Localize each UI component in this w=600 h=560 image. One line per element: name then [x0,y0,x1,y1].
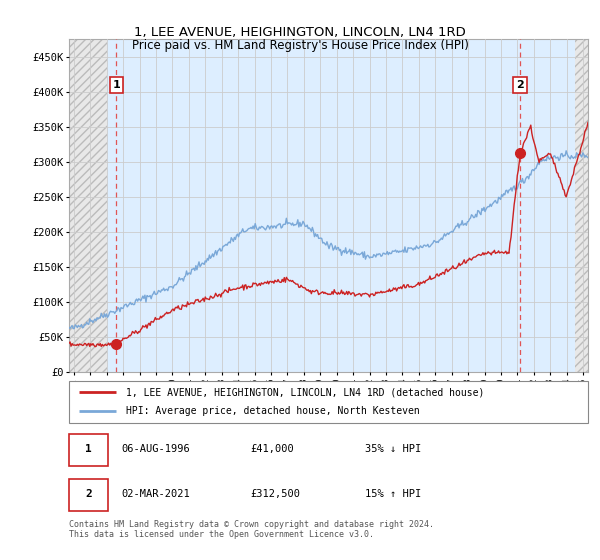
Text: 1, LEE AVENUE, HEIGHINGTON, LINCOLN, LN4 1RD: 1, LEE AVENUE, HEIGHINGTON, LINCOLN, LN4… [134,26,466,39]
Text: 1: 1 [113,80,121,90]
FancyBboxPatch shape [69,479,108,511]
Text: HPI: Average price, detached house, North Kesteven: HPI: Average price, detached house, Nort… [126,407,420,417]
Text: £312,500: £312,500 [251,489,301,499]
Text: Contains HM Land Registry data © Crown copyright and database right 2024.
This d: Contains HM Land Registry data © Crown c… [69,520,434,539]
Text: Price paid vs. HM Land Registry's House Price Index (HPI): Price paid vs. HM Land Registry's House … [131,39,469,53]
Text: 2: 2 [516,80,524,90]
Text: 35% ↓ HPI: 35% ↓ HPI [365,445,421,454]
Text: 02-MAR-2021: 02-MAR-2021 [121,489,190,499]
Bar [69,39,107,372]
FancyBboxPatch shape [69,381,588,423]
Text: £41,000: £41,000 [251,445,295,454]
Text: 1: 1 [85,445,92,454]
Text: 15% ↑ HPI: 15% ↑ HPI [365,489,421,499]
Text: 1, LEE AVENUE, HEIGHINGTON, LINCOLN, LN4 1RD (detached house): 1, LEE AVENUE, HEIGHINGTON, LINCOLN, LN4… [126,387,484,397]
Bar [575,39,588,372]
Text: 2: 2 [85,489,92,499]
Text: 06-AUG-1996: 06-AUG-1996 [121,445,190,454]
FancyBboxPatch shape [69,434,108,466]
